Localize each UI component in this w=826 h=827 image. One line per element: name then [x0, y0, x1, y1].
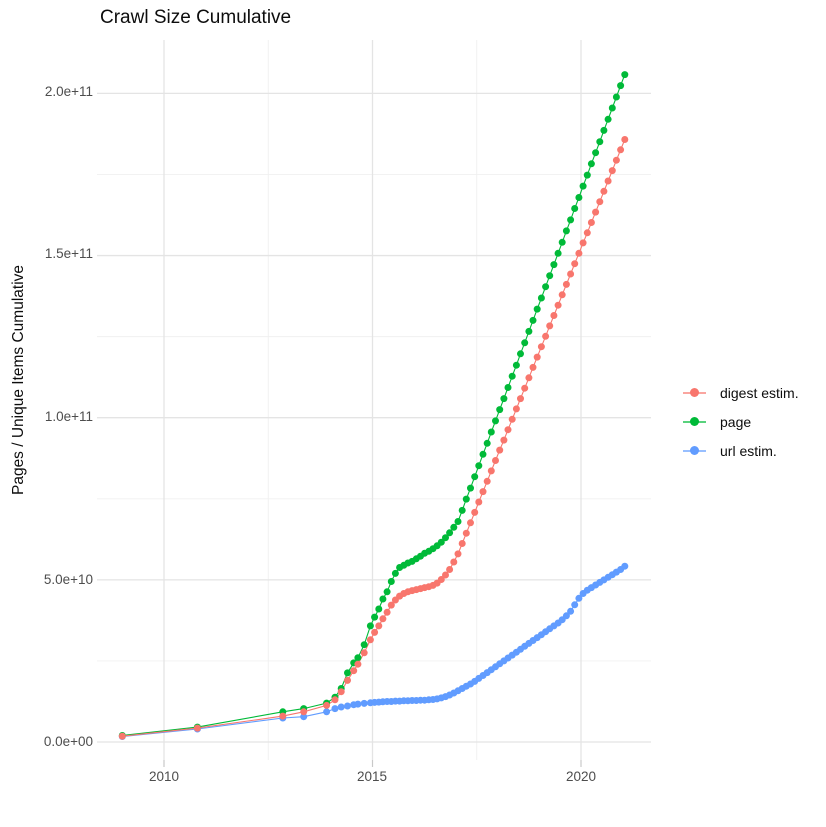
legend-key-dot-icon	[690, 417, 699, 426]
legend-key-dot-icon	[690, 388, 699, 397]
y-tick-label: 2.0e+11	[44, 84, 93, 99]
legend-label: digest estim.	[720, 384, 799, 401]
legend-key-dot-icon	[690, 446, 699, 455]
legend-label: page	[720, 413, 752, 430]
x-tick-label: 2010	[148, 769, 180, 784]
y-tick-label: 1.0e+11	[44, 409, 93, 424]
legend-item-digest-estim: digest estim.	[683, 378, 799, 407]
y-tick-label: 1.5e+11	[44, 246, 93, 261]
legend-item-url-estim: url estim.	[683, 436, 799, 465]
x-tick-label: 2015	[356, 769, 388, 784]
x-tick-label: 2020	[565, 769, 597, 784]
legend-key	[683, 387, 706, 399]
y-tick-label: 5.0e+10	[43, 572, 93, 587]
legend-key	[683, 416, 706, 428]
legend: digest estim. page url estim.	[683, 378, 799, 465]
y-tick-label: 0.0e+00	[43, 734, 93, 749]
chart-title: Crawl Size Cumulative	[100, 7, 292, 28]
legend-key	[683, 445, 706, 457]
legend-item-page: page	[683, 407, 799, 436]
legend-label: url estim.	[720, 442, 777, 459]
